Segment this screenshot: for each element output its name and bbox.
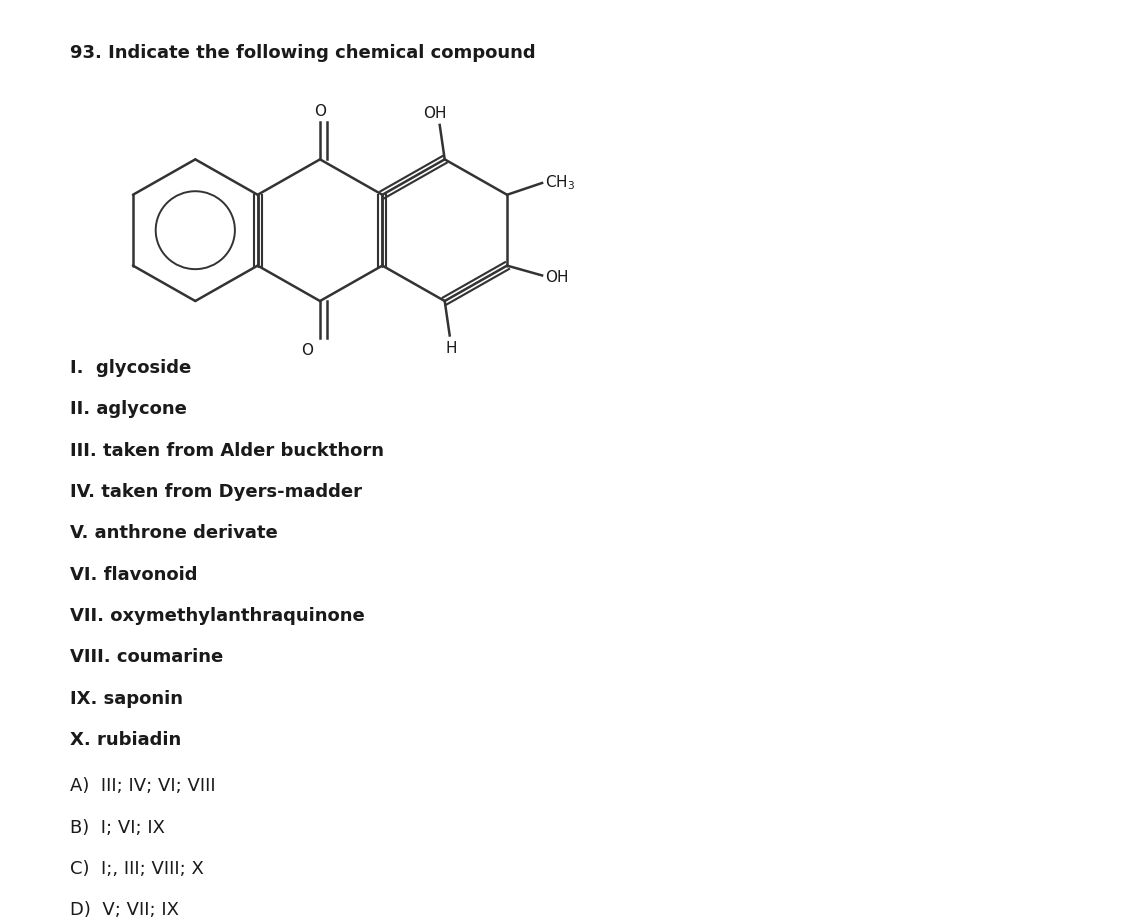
Text: II. aglycone: II. aglycone [70, 400, 187, 418]
Text: VII. oxymethylanthraquinone: VII. oxymethylanthraquinone [70, 607, 364, 624]
Text: VI. flavonoid: VI. flavonoid [70, 565, 198, 583]
Text: A)  III; IV; VI; VIII: A) III; IV; VI; VIII [70, 777, 216, 794]
Text: CH$_3$: CH$_3$ [544, 174, 575, 192]
Text: OH: OH [544, 269, 568, 285]
Text: C)  I;, III; VIII; X: C) I;, III; VIII; X [70, 859, 204, 877]
Text: O: O [302, 343, 313, 358]
Text: X. rubiadin: X. rubiadin [70, 731, 181, 748]
Text: D)  V; VII; IX: D) V; VII; IX [70, 901, 179, 918]
Text: H: H [446, 341, 458, 356]
Text: III. taken from Alder buckthorn: III. taken from Alder buckthorn [70, 441, 384, 460]
Text: OH: OH [423, 106, 447, 121]
Text: I.  glycoside: I. glycoside [70, 358, 191, 377]
Text: O: O [314, 104, 326, 119]
Text: V. anthrone derivate: V. anthrone derivate [70, 524, 278, 542]
Text: VIII. coumarine: VIII. coumarine [70, 648, 223, 665]
Text: IX. saponin: IX. saponin [70, 689, 183, 707]
Text: B)  I; VI; IX: B) I; VI; IX [70, 818, 165, 835]
Text: IV. taken from Dyers-madder: IV. taken from Dyers-madder [70, 482, 362, 501]
Text: 93. Indicate the following chemical compound: 93. Indicate the following chemical comp… [70, 44, 536, 62]
